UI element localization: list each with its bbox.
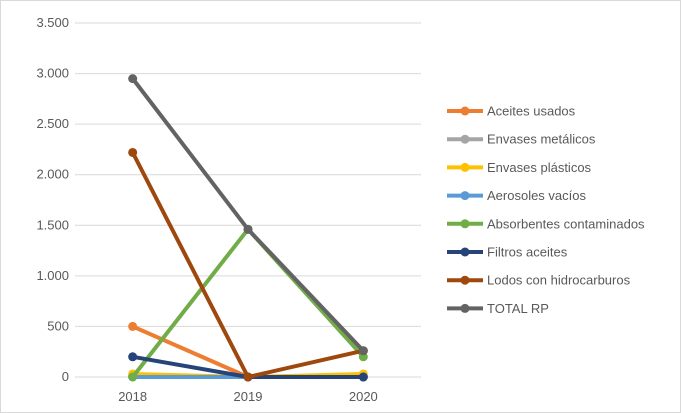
- legend-swatch-marker: [460, 106, 470, 116]
- gridlines: [75, 22, 421, 378]
- series-line: [130, 227, 366, 379]
- data-point: [243, 224, 253, 234]
- y-tick-label: 1.000: [36, 268, 69, 283]
- legend-label: Envases plásticos: [487, 160, 592, 175]
- legend-item: TOTAL RP: [447, 301, 549, 316]
- series-6: [128, 147, 368, 382]
- y-tick-label: 2.500: [36, 116, 69, 131]
- legend: Aceites usados Envases metálicos Envases p…: [447, 104, 645, 316]
- y-tick-label: 1.500: [36, 217, 69, 232]
- legend-swatch-marker: [460, 247, 470, 257]
- legend-item: Aceites usados: [447, 104, 576, 119]
- data-point: [358, 346, 368, 356]
- series-group: [128, 74, 368, 382]
- series-7: [128, 74, 368, 356]
- legend-swatch-marker: [460, 134, 470, 144]
- data-point: [243, 372, 253, 382]
- legend-label: Aerosoles vacíos: [487, 188, 586, 203]
- legend-item: Lodos con hidrocarburos: [447, 273, 631, 288]
- y-tick-label: 3.000: [36, 66, 69, 81]
- data-point: [128, 352, 138, 362]
- x-tick-label: 2019: [234, 389, 263, 404]
- legend-label: Absorbentes contaminados: [487, 216, 645, 231]
- legend-swatch-marker: [460, 191, 470, 201]
- legend-label: Lodos con hidrocarburos: [487, 273, 631, 288]
- legend-label: Filtros aceites: [487, 245, 568, 260]
- legend-item: Filtros aceites: [447, 245, 568, 260]
- data-point: [128, 321, 138, 331]
- x-tick-label: 2018: [118, 389, 147, 404]
- y-tick-label: 3.500: [36, 15, 69, 30]
- y-axis-ticks: 0 500 1.000 1.500 2.000 2.500 3.000 3.500: [36, 15, 69, 384]
- legend-label: Envases metálicos: [487, 132, 596, 147]
- legend-label: Aceites usados: [487, 104, 576, 119]
- legend-swatch-marker: [460, 162, 470, 172]
- legend-item: Absorbentes contaminados: [447, 216, 645, 231]
- x-axis-ticks: 2018 2019 2020: [118, 389, 378, 404]
- x-tick-label: 2020: [349, 389, 378, 404]
- legend-label: TOTAL RP: [487, 301, 549, 316]
- y-tick-label: 0: [62, 369, 69, 384]
- legend-item: Envases plásticos: [447, 160, 592, 175]
- legend-item: Envases metálicos: [447, 132, 596, 147]
- data-point: [358, 372, 368, 382]
- legend-swatch-marker: [460, 219, 470, 229]
- legend-swatch-marker: [460, 303, 470, 313]
- y-tick-label: 500: [47, 318, 69, 333]
- data-point: [128, 74, 138, 84]
- legend-swatch-marker: [460, 275, 470, 285]
- y-tick-label: 2.000: [36, 167, 69, 182]
- data-point: [128, 372, 138, 382]
- legend-item: Aerosoles vacíos: [447, 188, 586, 203]
- data-point: [128, 147, 138, 157]
- series-line: [130, 76, 366, 353]
